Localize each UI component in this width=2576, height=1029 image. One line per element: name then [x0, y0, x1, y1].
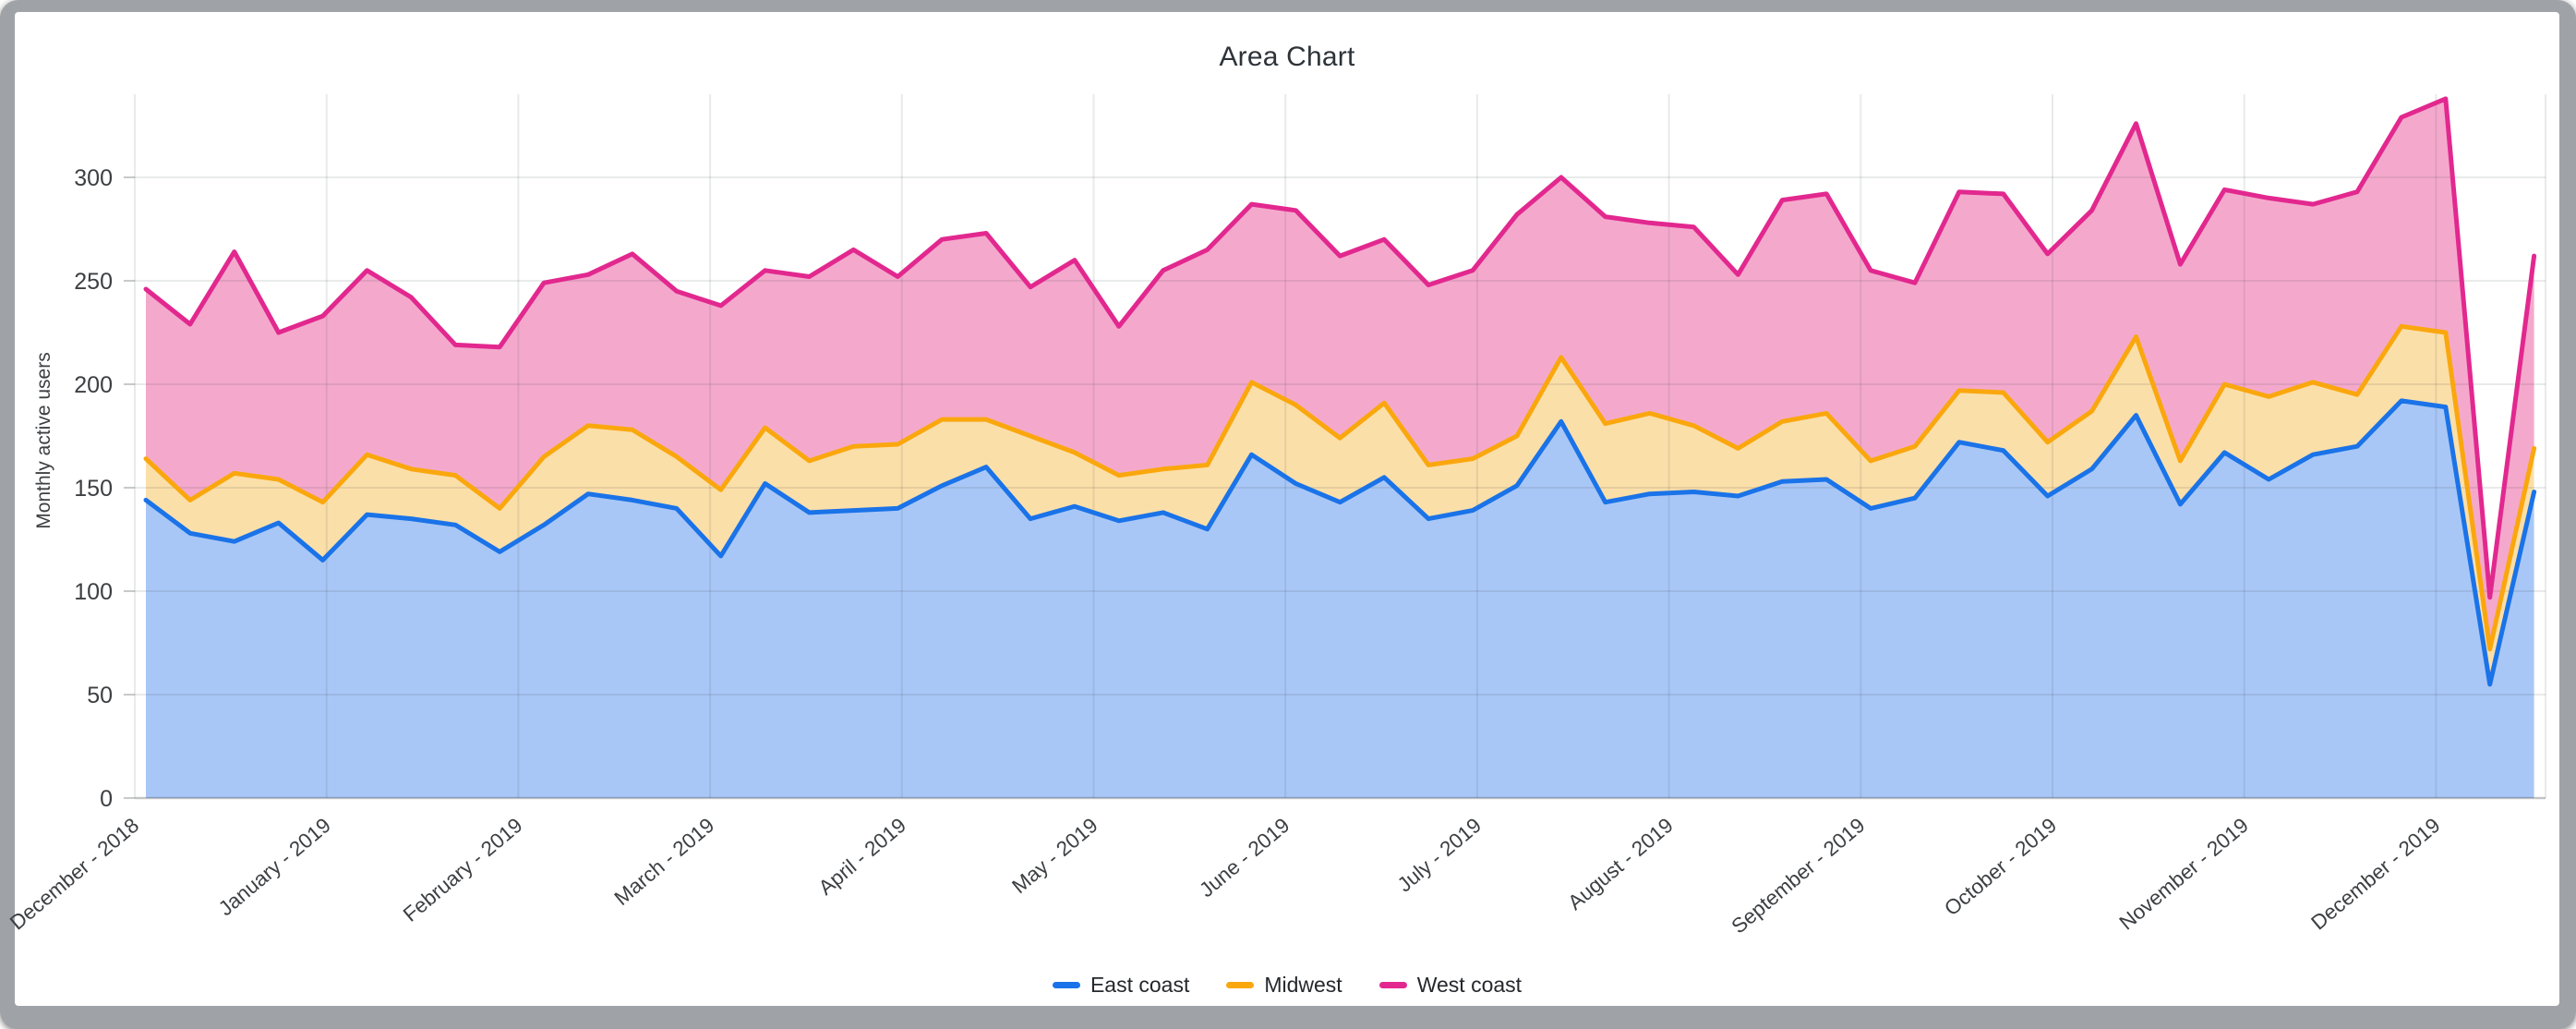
legend-swatch-icon	[1378, 982, 1407, 988]
x-tick-label-9: September - 2019	[1727, 814, 1869, 938]
legend-label: Midwest	[1264, 973, 1342, 997]
legend-item-east-coast[interactable]: East coast	[1052, 973, 1190, 998]
legend-item-west-coast[interactable]: West coast	[1378, 973, 1523, 998]
x-tick-label-8: August - 2019	[1563, 814, 1677, 914]
area-fill-east-coast	[146, 400, 2534, 798]
x-tick-label-1: January - 2019	[214, 814, 335, 921]
y-tick-label-200: 200	[74, 372, 113, 398]
chart-title: Area Chart	[1219, 42, 1355, 72]
legend-item-midwest[interactable]: Midwest	[1226, 973, 1342, 998]
series-line-west-coast	[143, 96, 2537, 600]
legend-label: East coast	[1089, 973, 1190, 997]
y-tick-label-100: 100	[74, 579, 113, 605]
legend-swatch-icon	[1052, 982, 1080, 988]
legend-swatch-icon	[1226, 982, 1255, 988]
x-tick-label-10: October - 2019	[1940, 814, 2061, 921]
x-tick-label-12: December - 2019	[2306, 814, 2444, 935]
x-tick-label-0: December - 2018	[6, 814, 143, 935]
y-tick-label-250: 250	[74, 269, 113, 295]
x-tick-label-11: November - 2019	[2115, 814, 2253, 935]
y-tick-label-300: 300	[74, 165, 113, 191]
x-tick-label-5: May - 2019	[1007, 814, 1101, 899]
x-tick-label-2: February - 2019	[399, 814, 527, 926]
legend-label: West coast	[1416, 973, 1523, 997]
x-tick-label-6: June - 2019	[1195, 814, 1294, 902]
y-tick-label-0: 0	[100, 786, 113, 812]
x-tick-label-7: July - 2019	[1393, 814, 1486, 897]
series-line-midwest	[143, 323, 2537, 652]
x-tick-label-3: March - 2019	[610, 814, 719, 910]
legend: East coast Midwest West coast	[15, 973, 2559, 998]
x-tick-label-4: April - 2019	[814, 814, 910, 900]
y-tick-label-50: 50	[87, 683, 113, 708]
series-line-east-coast	[143, 398, 2537, 687]
area-fill-west-coast	[146, 98, 2534, 649]
y-tick-label-150: 150	[74, 476, 113, 502]
